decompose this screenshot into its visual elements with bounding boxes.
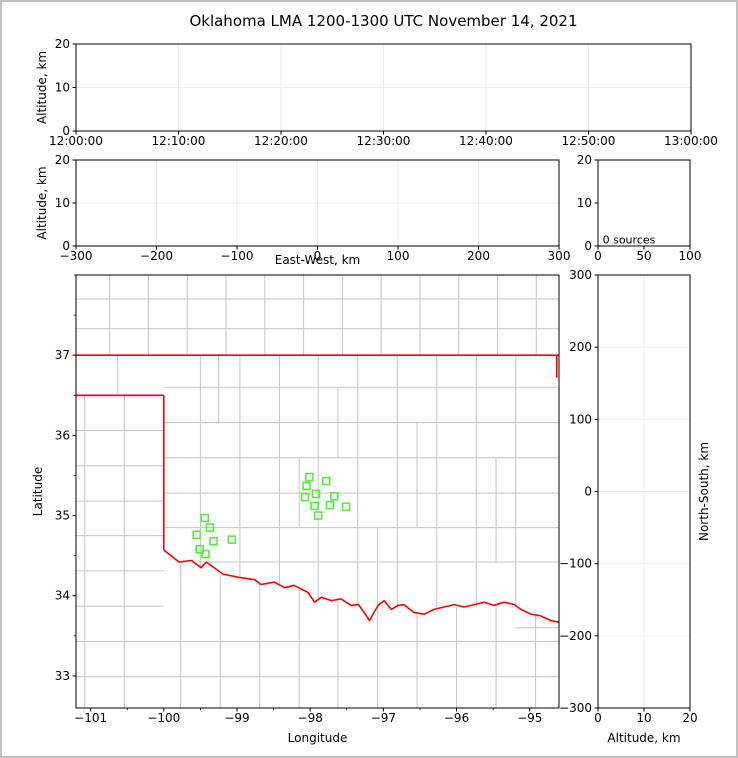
x-axis-label: East-West, km <box>275 253 361 267</box>
x-tick-label: −99 <box>224 711 249 725</box>
x-tick-label: −101 <box>74 711 107 725</box>
y-tick-label: 20 <box>577 153 592 167</box>
x-tick-label: 0 <box>594 249 602 263</box>
ns_height-panel: 0 10 20 −300 −200 −100 0 100 200 300 Altitude, km N… <box>559 268 711 745</box>
x-tick-label: −96 <box>444 711 469 725</box>
x-tick-label: 12:20:00 <box>254 134 308 148</box>
x-tick-label: −100 <box>147 711 180 725</box>
x-tick-label: 12:40:00 <box>459 134 513 148</box>
y-tick-label: 34 <box>55 589 70 603</box>
figure-title: Oklahoma LMA 1200-1300 UTC November 14, … <box>189 12 578 30</box>
x-tick-label: −97 <box>371 711 396 725</box>
map-panel: −101 −100 −99 −98 −97 −96 −95 33 34 35 36 37 Longitu… <box>31 274 560 745</box>
time_height-panel: 12:00:00 12:10:00 12:20:00 12:30:00 12:40:00… <box>35 37 718 148</box>
panel-frame <box>75 274 560 709</box>
x-axis-label: Altitude, km <box>607 731 680 745</box>
station-marker <box>341 502 351 512</box>
y-tick-label: 10 <box>55 196 70 210</box>
y-tick-label: −200 <box>559 629 592 643</box>
station-marker <box>313 511 323 520</box>
station-marker <box>195 544 204 554</box>
x-tick-label: 0 <box>594 711 602 725</box>
x-tick-label: −100 <box>221 249 254 263</box>
x-tick-label: 12:50:00 <box>562 134 616 148</box>
y-axis-label: Altitude, km <box>35 166 49 239</box>
x-tick-label: 13:00:00 <box>664 134 718 148</box>
station-marker <box>192 530 202 540</box>
y-tick-label: 35 <box>55 509 70 523</box>
x-axis-label: Longitude <box>288 731 348 745</box>
y-tick-label: −300 <box>559 701 592 715</box>
x-tick-label: 100 <box>679 249 702 263</box>
y-tick-label: 10 <box>577 196 592 210</box>
station-marker <box>200 513 210 523</box>
x-tick-label: 12:00:00 <box>49 134 103 148</box>
station-marker <box>305 472 314 482</box>
y-axis-label: North-South, km <box>697 442 711 541</box>
alt_hist-panel: 0 50 100 0 10 20 0 sources <box>577 153 702 263</box>
y-axis-label: Latitude <box>31 467 45 516</box>
y-tick-label: 20 <box>55 153 70 167</box>
ew_height-panel: −300 −200 −100 0 100 200 300 0 10 20 East-West, km… <box>35 153 570 267</box>
station-marker <box>325 500 335 510</box>
y-tick-label: 36 <box>55 428 70 442</box>
x-tick-label: 12:30:00 <box>357 134 411 148</box>
x-tick-label: 300 <box>548 249 571 263</box>
y-tick-label: −100 <box>559 557 592 571</box>
state-border-line <box>163 549 560 623</box>
station-marker <box>227 535 237 544</box>
x-tick-label: −200 <box>140 249 173 263</box>
y-tick-label: 0 <box>62 124 70 138</box>
station-marker <box>321 476 331 486</box>
y-tick-label: 0 <box>584 485 592 499</box>
x-tick-label: 20 <box>682 711 697 725</box>
y-tick-label: 100 <box>569 412 592 426</box>
x-tick-label: 100 <box>387 249 410 263</box>
x-tick-label: 200 <box>467 249 490 263</box>
station-marker <box>311 489 321 499</box>
y-tick-label: 20 <box>55 37 70 51</box>
y-tick-label: 37 <box>55 348 70 362</box>
x-tick-label: 0 <box>314 249 322 263</box>
x-tick-label: −98 <box>298 711 323 725</box>
y-tick-label: 0 <box>584 239 592 253</box>
y-tick-label: 33 <box>55 669 70 683</box>
station-marker <box>300 492 310 502</box>
y-tick-label: 300 <box>569 268 592 282</box>
station-marker <box>205 523 215 532</box>
station-marker <box>302 481 311 491</box>
station-marker <box>330 492 339 501</box>
x-tick-label: 10 <box>636 711 651 725</box>
y-tick-label: 0 <box>62 239 70 253</box>
x-tick-label: −95 <box>517 711 542 725</box>
x-tick-label: −300 <box>60 249 93 263</box>
station-marker <box>201 549 210 559</box>
sources-count-label: 0 sources <box>603 234 656 247</box>
station-marker <box>209 536 218 546</box>
y-tick-label: 10 <box>55 81 70 95</box>
station-marker <box>310 501 319 511</box>
x-tick-label: 50 <box>636 249 651 263</box>
y-axis-label: Altitude, km <box>35 51 49 124</box>
x-tick-label: 12:10:00 <box>152 134 206 148</box>
y-tick-label: 200 <box>569 340 592 354</box>
